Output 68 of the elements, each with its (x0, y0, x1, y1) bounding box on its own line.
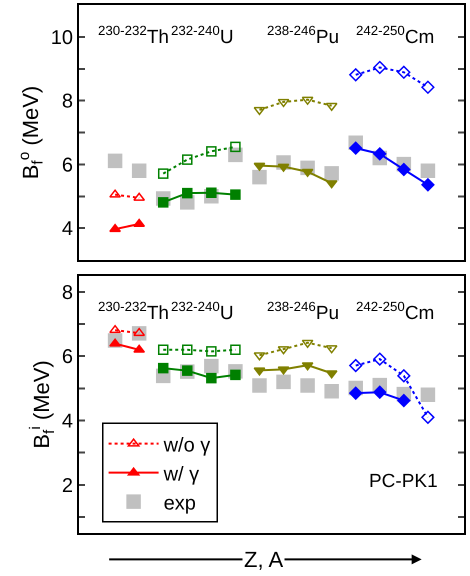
y-tick-label: 8 (62, 90, 73, 113)
point (278, 98, 290, 108)
annotation: $^{232-240}$U (171, 299, 234, 324)
point (373, 386, 386, 399)
y-tick-label: 8 (62, 282, 73, 304)
point (278, 366, 290, 375)
point (349, 142, 362, 155)
point (230, 189, 241, 200)
y-tick-label: 6 (62, 346, 73, 368)
annotation: $^{238-246}$Pu (267, 23, 340, 48)
point (204, 358, 219, 374)
point (373, 147, 386, 160)
annotation: $^{230-232}$Th (98, 23, 169, 48)
point (182, 188, 193, 198)
annotation: $^{242-250}$Cm (356, 299, 434, 324)
point (254, 352, 266, 361)
point (206, 146, 217, 157)
point (300, 378, 315, 393)
point (230, 142, 241, 152)
point (182, 344, 193, 356)
point (158, 168, 168, 179)
point (108, 154, 122, 168)
annotation: $^{238-246}$Pu (267, 299, 340, 324)
point (324, 166, 339, 181)
legend-label: w/o γ (162, 434, 210, 456)
legend-label: w/ γ (162, 463, 200, 486)
point (182, 154, 193, 165)
point (420, 164, 436, 178)
point (420, 388, 436, 402)
point (276, 374, 291, 390)
point (252, 378, 267, 393)
point (278, 346, 290, 354)
point (349, 68, 362, 82)
point (349, 358, 362, 372)
annotation: $^{242-250}$Cm (356, 23, 434, 48)
point (254, 367, 266, 376)
point (206, 346, 217, 357)
point (373, 60, 386, 74)
annotation: $^{230-232}$Th (98, 299, 169, 324)
point (326, 370, 338, 379)
point (397, 66, 410, 79)
point (158, 344, 168, 356)
point (254, 162, 266, 171)
point (421, 410, 435, 424)
point (397, 369, 410, 382)
legend-label: exp (164, 492, 196, 514)
point (421, 80, 435, 94)
annotation: $^{232-240}$U (171, 23, 234, 48)
point (349, 386, 362, 400)
y-tick-label: 10 (50, 26, 73, 49)
point (278, 164, 290, 172)
point (132, 164, 146, 178)
point (421, 178, 435, 192)
point (373, 352, 386, 366)
x-axis-title: Z, A (244, 547, 284, 572)
point (252, 170, 267, 184)
y-tick-label: 6 (62, 154, 73, 176)
point (397, 394, 410, 408)
point (397, 162, 410, 176)
y-tick-label: 2 (62, 474, 73, 497)
point (324, 384, 339, 399)
y-tick-label: 4 (62, 218, 73, 240)
point (254, 106, 266, 116)
point (206, 372, 217, 384)
point (158, 362, 168, 374)
point (230, 344, 241, 356)
y-tick-label: 4 (62, 410, 73, 433)
annotation: PC-PK1 (369, 471, 438, 492)
